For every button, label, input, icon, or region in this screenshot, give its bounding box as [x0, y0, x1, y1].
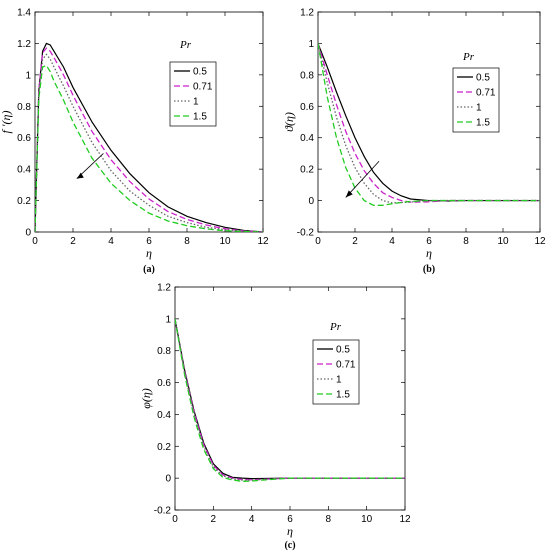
x-tick-label: 12 [257, 236, 269, 247]
y-tick-label: 0.4 [300, 133, 314, 144]
x-axis-label: η [426, 246, 432, 260]
plot-frame [34, 11, 264, 233]
series-line-pr-0.5 [35, 42, 263, 232]
series-line-pr-1.5 [35, 64, 263, 232]
trend-arrow-line [345, 161, 380, 198]
legend-item-label: 0.5 [476, 73, 490, 84]
y-axis-label: f ′(η) [0, 111, 13, 134]
y-tick-label: 0.8 [300, 70, 314, 81]
legend-item-label: 0.71 [336, 360, 356, 371]
y-tick-label: 0.2 [300, 165, 314, 176]
legend-item-label: 1 [336, 375, 342, 386]
y-tick-label: 1 [308, 39, 314, 50]
y-tick-label: 1.2 [157, 283, 171, 294]
y-tick-label: -0.2 [297, 228, 315, 239]
x-tick-label: 0 [32, 236, 38, 247]
x-axis-label: η [146, 246, 152, 260]
plot-frame [317, 11, 541, 233]
x-tick-label: 4 [108, 236, 114, 247]
legend-item-label: 1.5 [476, 118, 490, 129]
legend-title: Pr [179, 39, 192, 51]
series-line-pr-1.5 [175, 318, 405, 482]
x-tick-label: 10 [497, 236, 509, 247]
legend-box [452, 67, 500, 133]
x-tick-label: 0 [172, 514, 178, 525]
panel-caption: (b) [423, 264, 435, 275]
x-tick-label: 4 [389, 236, 395, 247]
y-axis-label: φ(η) [139, 388, 153, 409]
x-tick-label: 12 [399, 514, 411, 525]
x-tick-label: 8 [463, 236, 469, 247]
legend-item-label: 0.5 [336, 345, 350, 356]
chart-panel-b: 0 2 4 6 8 10 12-0.200.20.40.60.811.2ηϑ(η)Pr0.5… [282, 8, 546, 276]
trend-arrow-head [345, 190, 353, 198]
y-tick-label: 1 [165, 314, 171, 325]
series-line-pr-1 [35, 53, 263, 232]
x-tick-label: 8 [326, 514, 332, 525]
x-tick-label: 2 [70, 236, 76, 247]
x-tick-label: 12 [534, 236, 546, 247]
legend-item-label: 0.71 [193, 82, 213, 93]
y-tick-label: 1.2 [300, 8, 314, 19]
y-tick-label: 1.4 [17, 8, 31, 19]
x-tick-label: 6 [146, 236, 152, 247]
legend-item-label: 1 [476, 103, 482, 114]
panel-caption: (a) [143, 264, 155, 275]
legend-item-label: 1 [193, 97, 199, 108]
y-tick-label: 0.8 [157, 346, 171, 357]
legend-box [312, 339, 360, 405]
x-tick-label: 10 [361, 514, 373, 525]
legend-item-label: 1.5 [193, 112, 207, 123]
legend-title: Pr [462, 51, 475, 63]
x-tick-label: 8 [184, 236, 190, 247]
y-tick-label: 0 [165, 474, 171, 485]
y-tick-label: 0 [25, 228, 31, 239]
y-tick-label: 1.2 [17, 39, 31, 50]
y-tick-label: -0.2 [154, 506, 172, 517]
legend-box [169, 61, 217, 127]
x-tick-label: 10 [219, 236, 231, 247]
y-tick-label: 0 [308, 196, 314, 207]
y-tick-label: 0.6 [17, 133, 31, 144]
y-tick-label: 0.2 [157, 442, 171, 453]
x-tick-label: 2 [211, 514, 217, 525]
x-tick-label: 0 [315, 236, 321, 247]
legend-title: Pr [329, 321, 342, 333]
legend-item-label: 0.5 [193, 67, 207, 78]
y-tick-label: 0.8 [17, 102, 31, 113]
panel-caption: (c) [284, 540, 295, 551]
y-tick-label: 0.6 [300, 102, 314, 113]
plot-frame [174, 286, 406, 511]
legend-item-label: 1.5 [336, 390, 350, 401]
x-tick-label: 2 [352, 236, 358, 247]
legend-item-label: 0.71 [476, 88, 496, 99]
chart-panel-a: 0 2 4 6 8 10 12 0 0.2 0.4 0.6 0.8 1 1.2 1.4 η f ′(η) Pr 0.… [0, 8, 269, 276]
trend-arrow-head [76, 172, 84, 179]
series-line-pr-1.5 [318, 43, 540, 206]
y-tick-label: 0.2 [17, 196, 31, 207]
y-tick-label: 0.4 [17, 165, 31, 176]
y-tick-label: 0.6 [157, 378, 171, 389]
y-tick-label: 1 [25, 70, 31, 81]
series-line-pr-0.71 [318, 43, 540, 203]
y-tick-label: 0.4 [157, 410, 171, 421]
x-tick-label: 4 [249, 514, 255, 525]
y-axis-label: ϑ(η) [282, 112, 296, 132]
x-tick-label: 6 [426, 236, 432, 247]
chart-panel-c: 0 2 4 6 8 10 12-0.200.20.40.60.811.2ηφ(η)Pr0.5… [139, 283, 411, 552]
x-axis-label: η [287, 524, 293, 538]
series-line-pr-0.71 [35, 47, 263, 232]
x-tick-label: 6 [287, 514, 293, 525]
series-line-pr-1 [318, 43, 540, 204]
